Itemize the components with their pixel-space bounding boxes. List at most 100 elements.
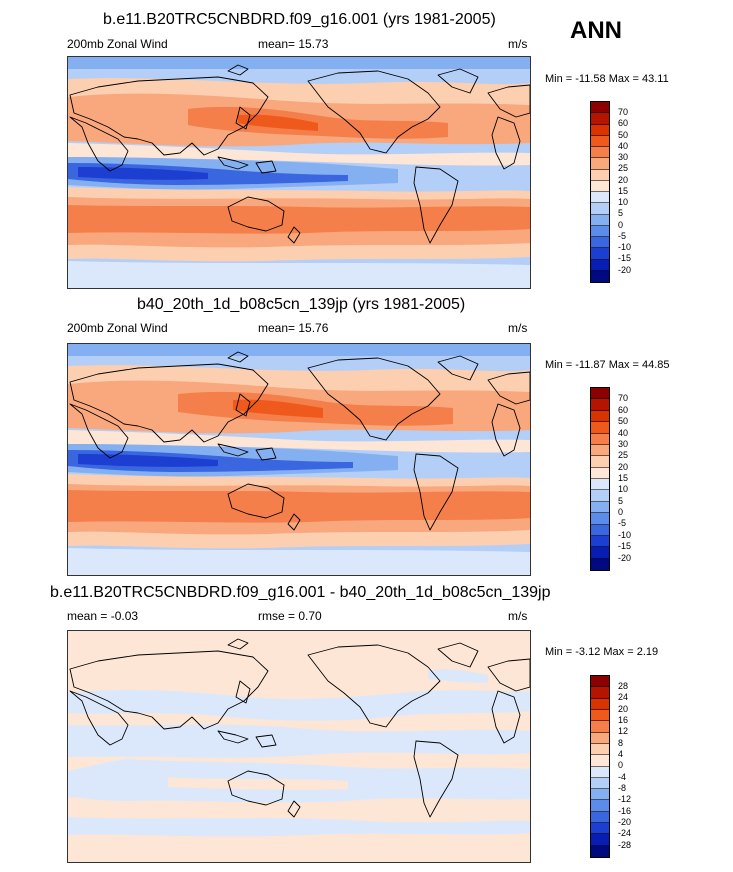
colorbar-swatch <box>591 558 609 570</box>
colorbar-swatch <box>591 225 609 237</box>
panel2-title: b40_20th_1d_b08c5cn_139jp (yrs 1981-2005… <box>137 296 466 313</box>
colorbar-tick-label: 15 <box>618 473 629 483</box>
colorbar-swatch <box>591 676 609 688</box>
colorbar-tick-label: 60 <box>618 118 629 128</box>
colorbar-swatch <box>591 270 609 282</box>
colorbar-swatch <box>591 248 609 260</box>
colorbar-tick-label: -4 <box>618 772 627 782</box>
panel3-units: m/s <box>508 609 528 623</box>
colorbar-tick-label: -10 <box>618 242 632 252</box>
panel3-minmax: Min = -3.12 Max = 2.19 <box>545 646 659 658</box>
colorbar-swatch <box>591 124 609 136</box>
panel1-mean-label: mean= 15.73 <box>258 37 329 51</box>
colorbar-tick-label: 4 <box>618 749 624 759</box>
colorbar-tick-label: 25 <box>618 450 629 460</box>
colorbar-tick-label: -5 <box>618 231 627 241</box>
colorbar-swatch <box>591 834 609 846</box>
colorbar-tick-label: 70 <box>618 107 629 117</box>
colorbar-swatch <box>591 800 609 812</box>
colorbar-tick-label: -15 <box>618 253 632 263</box>
colorbar-swatch <box>591 102 609 114</box>
colorbar-swatch <box>591 490 609 502</box>
colorbar-swatch <box>591 135 609 147</box>
panel1-title: b.e11.B20TRC5CNBDRD.f09_g16.001 (yrs 198… <box>103 11 496 28</box>
colorbar-tick-label: 16 <box>618 715 629 725</box>
colorbar-tick-label: 20 <box>618 462 629 472</box>
colorbar-swatch <box>591 388 609 400</box>
season-label: ANN <box>570 17 622 44</box>
colorbar-tick-label: 50 <box>618 130 629 140</box>
colorbar-tick-label: 40 <box>618 428 629 438</box>
colorbar-swatch <box>591 709 609 722</box>
colorbar-swatch <box>591 789 609 801</box>
colorbar-swatch <box>591 214 609 226</box>
colorbar-swatch <box>591 192 609 204</box>
colorbar-tick-label: 50 <box>618 416 629 426</box>
colorbar-swatch <box>591 479 609 491</box>
colorbar-swatch <box>591 433 609 445</box>
panel3-difference-field <box>68 631 530 862</box>
colorbar-tick-label: 0 <box>618 760 624 770</box>
colorbar-swatch <box>591 113 609 125</box>
colorbar-tick-label: -24 <box>618 828 632 838</box>
colorbar-tick-label: -15 <box>618 541 632 551</box>
panel3-map <box>67 630 531 863</box>
panel1-map <box>67 56 531 289</box>
colorbar-swatch <box>591 755 609 767</box>
colorbar-swatch <box>591 777 609 790</box>
colorbar-tick-label: 20 <box>618 175 629 185</box>
panel2-mean-label: mean= 15.76 <box>258 321 329 335</box>
colorbar-swatch <box>591 698 609 710</box>
colorbar-tick-label: 30 <box>618 152 629 162</box>
colorbar-swatch <box>591 845 609 857</box>
colorbar-tick-label: 60 <box>618 405 629 415</box>
colorbar-tick-label: 0 <box>618 220 624 230</box>
colorbar-swatch <box>591 456 609 468</box>
colorbar-tick-label: 10 <box>618 484 629 494</box>
colorbar-swatch <box>591 501 609 514</box>
colorbar-tick-label: -16 <box>618 806 632 816</box>
panel1-units: m/s <box>508 37 528 51</box>
colorbar-swatch <box>591 422 609 434</box>
colorbar-tick-label: -12 <box>618 794 632 804</box>
panel3-mean-label: mean = -0.03 <box>67 609 139 623</box>
colorbar-swatch <box>591 823 609 835</box>
panel2-minmax: Min = -11.87 Max = 44.85 <box>545 359 670 371</box>
colorbar-tick-label: 5 <box>618 496 624 506</box>
colorbar-tick-label: -20 <box>618 817 632 827</box>
panel1-zonal-wind-field <box>68 57 530 288</box>
colorbar-tick-label: 40 <box>618 141 629 151</box>
colorbar-tick-label: -10 <box>618 530 632 540</box>
colorbar-tick-label: -20 <box>618 553 632 563</box>
colorbar-swatch <box>591 237 609 249</box>
colorbar-tick-label: 5 <box>618 208 624 218</box>
panel3-colorbar <box>590 675 610 858</box>
colorbar-swatch <box>591 259 609 271</box>
colorbar-tick-label: 15 <box>618 186 629 196</box>
colorbar-swatch <box>591 687 609 699</box>
panel2-zonal-wind-field <box>68 344 530 575</box>
colorbar-tick-label: 12 <box>618 726 629 736</box>
colorbar-tick-label: 28 <box>618 681 629 691</box>
panel3-rmse-label: rmse = 0.70 <box>258 609 322 623</box>
colorbar-swatch <box>591 766 609 778</box>
colorbar-tick-label: 8 <box>618 738 624 748</box>
colorbar-tick-label: 30 <box>618 439 629 449</box>
panel2-field-label: 200mb Zonal Wind <box>67 321 168 335</box>
colorbar-tick-label: 24 <box>618 692 629 702</box>
colorbar-tick-label: 10 <box>618 197 629 207</box>
panel2-colorbar <box>590 387 610 571</box>
colorbar-swatch <box>591 169 609 181</box>
panel2-map <box>67 343 531 576</box>
panel1-minmax: Min = -11.58 Max = 43.11 <box>545 73 669 85</box>
colorbar-tick-label: 20 <box>618 704 629 714</box>
colorbar-swatch <box>591 410 609 423</box>
colorbar-swatch <box>591 535 609 548</box>
colorbar-swatch <box>591 467 609 479</box>
colorbar-swatch <box>591 513 609 525</box>
colorbar-swatch <box>591 180 609 192</box>
panel1-field-label: 200mb Zonal Wind <box>67 37 168 51</box>
colorbar-swatch <box>591 721 609 733</box>
colorbar-tick-label: 70 <box>618 393 629 403</box>
colorbar-tick-label: -5 <box>618 518 627 528</box>
